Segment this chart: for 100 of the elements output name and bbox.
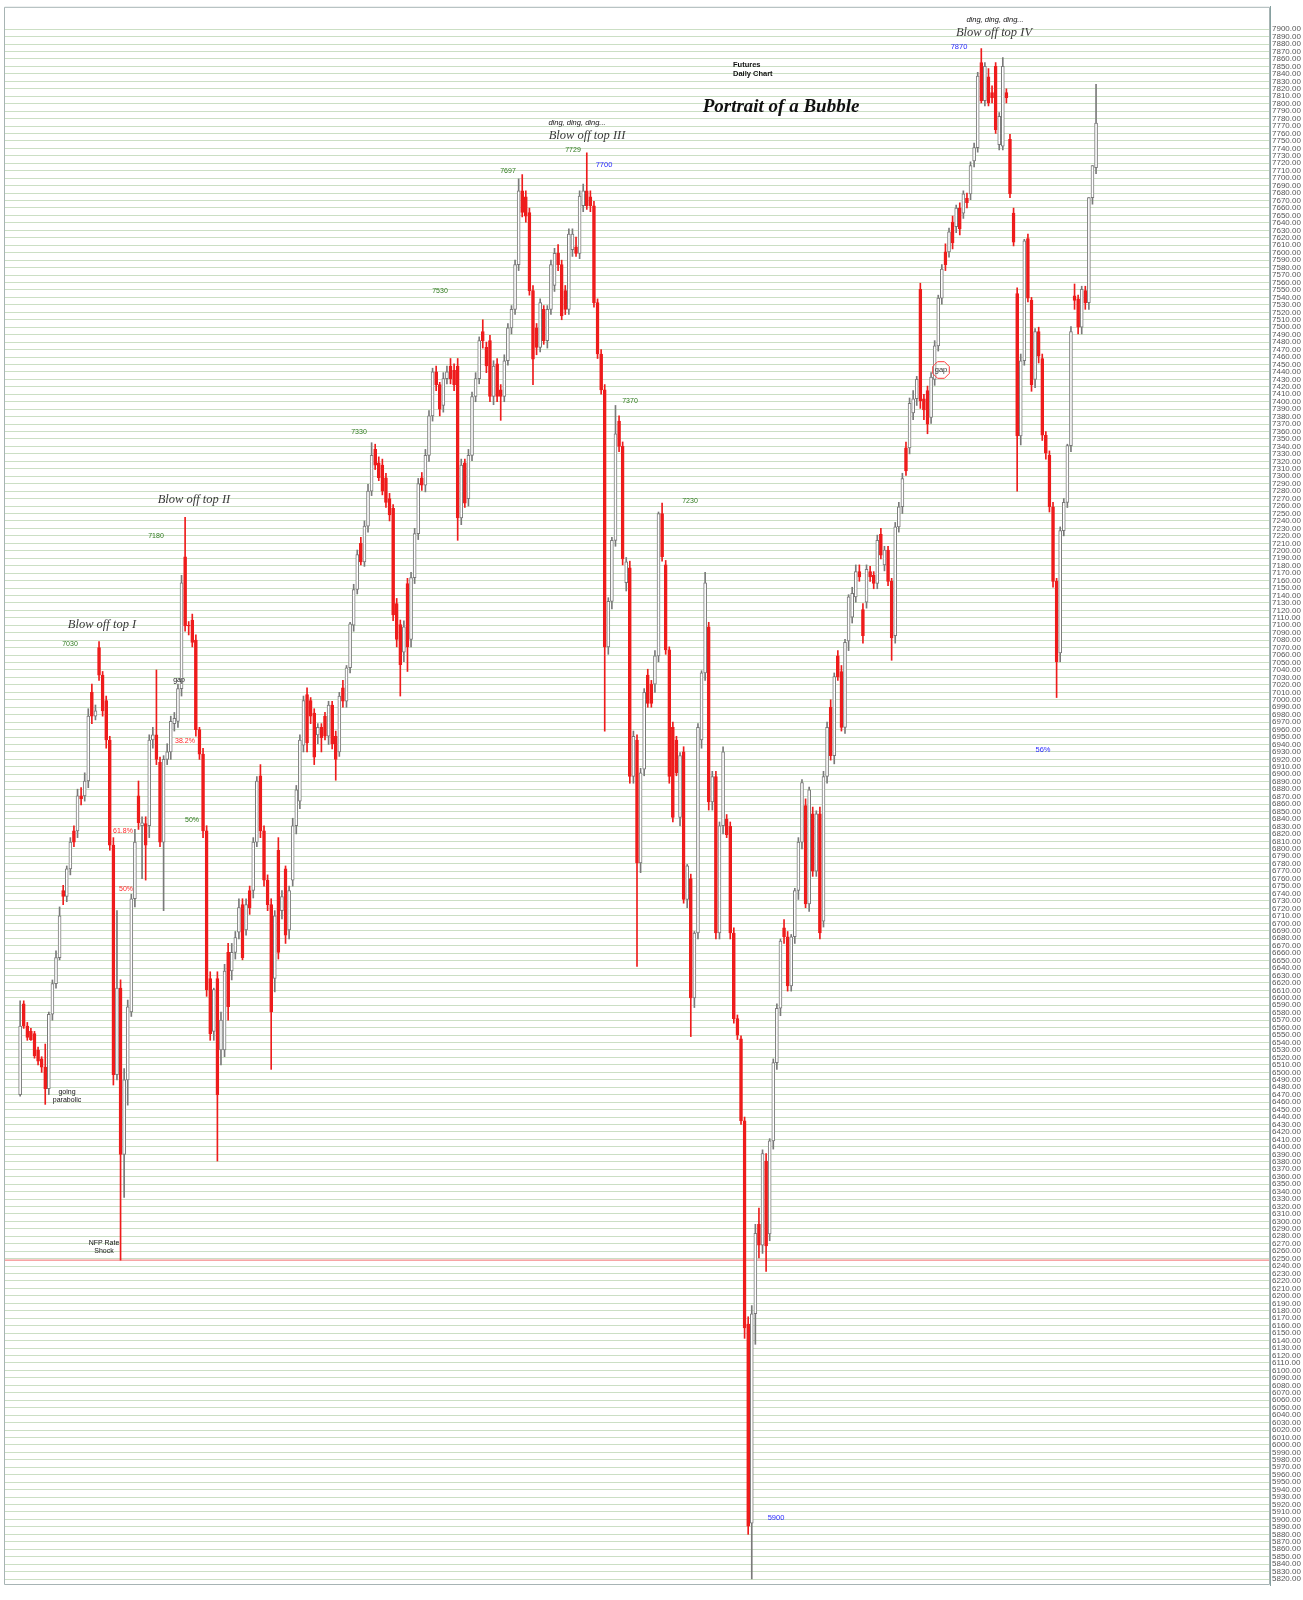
annotation: Blow off top I [67,617,138,632]
y-tick-label: 7310.00 [1272,463,1302,473]
y-tick-label: 7590.00 [1272,255,1302,265]
y-tick-label: 6960.00 [1272,724,1302,734]
y-tick-label: 7410.00 [1272,389,1302,399]
candlestick [635,734,639,967]
candlestick [455,358,460,541]
y-tick-label: 5880.00 [1272,1529,1302,1539]
y-tick-label: 6710.00 [1272,911,1302,921]
y-tick-label: 7230.00 [1272,523,1302,533]
y-tick-label: 7160.00 [1272,575,1302,585]
y-tick-label: 5860.00 [1272,1544,1302,1554]
y-tick-label: 7200.00 [1272,545,1302,555]
y-tick-label: 7350.00 [1272,434,1302,444]
y-tick-label: 6340.00 [1272,1186,1302,1196]
candlestick [520,174,525,218]
candlestick [584,152,589,210]
y-tick-label: 6640.00 [1272,963,1302,973]
y-tick-label: 6450.00 [1272,1104,1302,1114]
y-tick-label: 7040.00 [1272,665,1302,675]
y-tick-label: 7840.00 [1272,69,1302,79]
y-tick-label: 7300.00 [1272,471,1302,481]
y-tick-label: 7380.00 [1272,411,1302,421]
y-tick-label: 7280.00 [1272,486,1302,496]
y-tick-label: 6040.00 [1272,1410,1302,1420]
candlestick [18,1000,22,1097]
y-tick-label: 7340.00 [1272,441,1302,451]
candlestick [226,943,230,1021]
y-tick-label: 6600.00 [1272,993,1302,1003]
y-tick-label: 7390.00 [1272,404,1302,414]
y-tick-label: 6750.00 [1272,881,1302,891]
candlestick [541,305,546,345]
y-tick-label: 6320.00 [1272,1201,1302,1211]
y-tick-label: 6120.00 [1272,1350,1302,1360]
y-tick-label: 7000.00 [1272,694,1302,704]
y-tick-label: 7170.00 [1272,568,1302,578]
y-tick-label: 6180.00 [1272,1305,1302,1315]
y-tick-label: 7870.00 [1272,46,1302,56]
y-tick-label: 7450.00 [1272,359,1302,369]
y-tick-label: 6440.00 [1272,1112,1302,1122]
y-tick-label: 6480.00 [1272,1082,1302,1092]
y-tick-label: 6610.00 [1272,985,1302,995]
y-tick-label: 5830.00 [1272,1566,1302,1576]
y-tick-label: 7360.00 [1272,426,1302,436]
y-tick-label: 6630.00 [1272,970,1302,980]
y-tick-label: 7260.00 [1272,501,1302,511]
y-tick-label: 7650.00 [1272,210,1302,220]
y-tick-label: 6150.00 [1272,1328,1302,1338]
y-tick-label: 7850.00 [1272,61,1302,71]
y-tick-label: 7150.00 [1272,583,1302,593]
annotation: Blow off top IV [955,25,1034,40]
y-tick-label: 6250.00 [1272,1253,1302,1263]
candlestick [43,1043,48,1105]
candlestick [1087,197,1091,310]
y-tick-label: 7490.00 [1272,329,1302,339]
candlestick [624,557,629,592]
y-tick-label: 6810.00 [1272,836,1302,846]
y-tick-label: 7690.00 [1272,180,1302,190]
y-tick-label: 6510.00 [1272,1060,1302,1070]
y-tick-label: 7050.00 [1272,657,1302,667]
y-tick-label: 6430.00 [1272,1119,1302,1129]
y-tick-label: 6160.00 [1272,1320,1302,1330]
candlestick [660,502,664,562]
candlestick [323,712,327,741]
y-tick-label: 6670.00 [1272,940,1302,950]
y-tick-label: 7830.00 [1272,76,1302,86]
y-tick-label: 7140.00 [1272,590,1302,600]
y-tick-label: 6380.00 [1272,1156,1302,1166]
candlestick [832,672,837,765]
candlestick [280,890,284,920]
y-tick-label: 6030.00 [1272,1417,1302,1427]
candlestick [875,534,880,590]
y-tick-label: 6790.00 [1272,851,1302,861]
y-tick-label: 6390.00 [1272,1149,1302,1159]
y-tick-label: 7510.00 [1272,314,1302,324]
candlestick [287,885,291,940]
y-tick-label: 6240.00 [1272,1261,1302,1271]
y-tick-label: 7570.00 [1272,270,1302,280]
candlestick [1033,328,1037,388]
y-tick-label: 7180.00 [1272,560,1302,570]
y-tick-label: 6950.00 [1272,732,1302,742]
y-tick-label: 7550.00 [1272,285,1302,295]
y-tick-label: 6500.00 [1272,1067,1302,1077]
candlestick [211,987,216,1041]
y-tick-label: 6140.00 [1272,1335,1302,1345]
candlestick [61,884,66,906]
y-tick-label: 6620.00 [1272,978,1302,988]
candlestick [628,560,632,784]
y-tick-label: 6290.00 [1272,1224,1302,1234]
y-tick-label: 6730.00 [1272,896,1302,906]
candlestick [567,228,571,315]
y-tick-label: 7240.00 [1272,516,1302,526]
candlestick [678,752,682,827]
y-tick-label: 7800.00 [1272,98,1302,108]
candlestick [1008,133,1012,198]
y-tick-label: 7710.00 [1272,165,1302,175]
y-tick-label: 6020.00 [1272,1425,1302,1435]
candlestick [714,770,718,940]
candlestick [359,537,363,566]
y-tick-label: 6880.00 [1272,784,1302,794]
